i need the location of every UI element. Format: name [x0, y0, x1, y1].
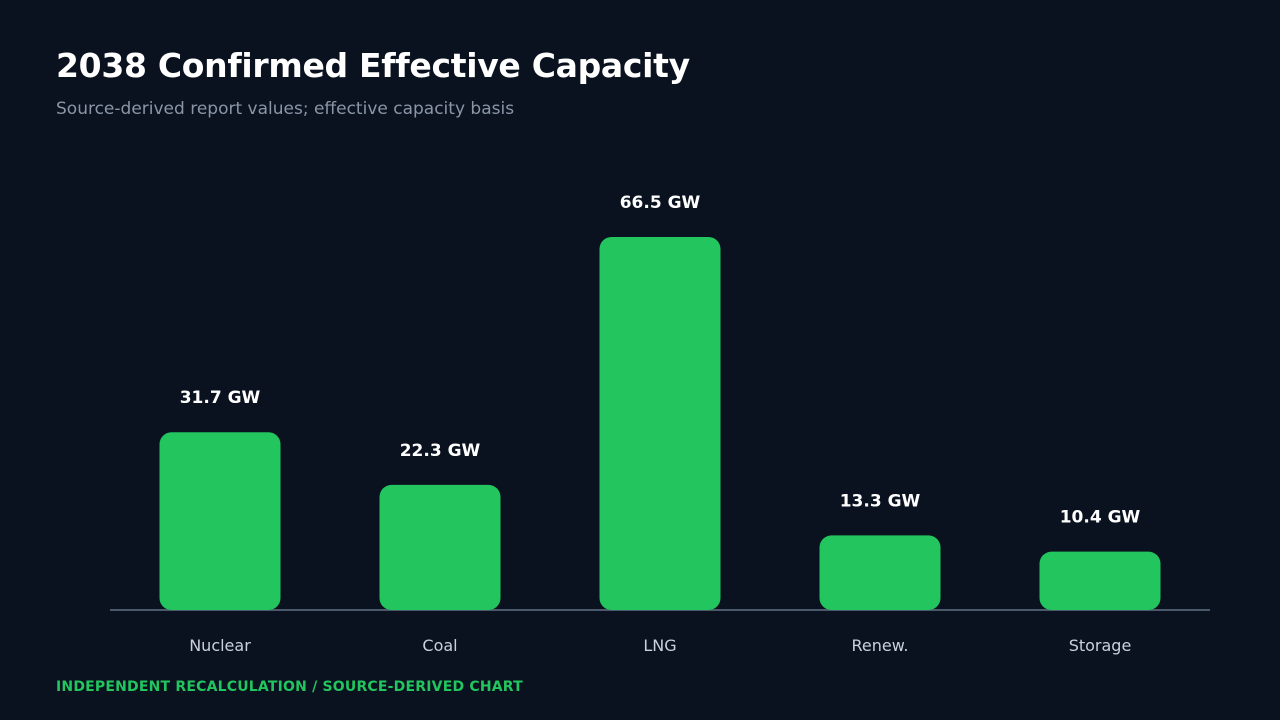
- value-label: 31.7 GW: [180, 388, 261, 408]
- category-label: Storage: [1069, 636, 1132, 655]
- bar-storage: [1039, 551, 1161, 610]
- category-labels-group: Nuclear Coal LNG Renew. Storage: [189, 636, 1131, 655]
- value-label: 10.4 GW: [1060, 508, 1141, 528]
- category-label: Coal: [422, 636, 457, 655]
- value-label: 13.3 GW: [840, 491, 921, 511]
- value-label: 22.3 GW: [400, 441, 481, 461]
- chart-subtitle: Source-derived report values; effective …: [56, 99, 515, 119]
- bar-renew: [819, 535, 941, 610]
- bars-group: [159, 237, 1161, 610]
- value-label: 66.5 GW: [620, 193, 701, 213]
- bar-nuclear: [159, 432, 281, 610]
- bar-lng: [599, 237, 721, 610]
- value-labels-group: 31.7 GW 22.3 GW 66.5 GW 13.3 GW 10.4 GW: [180, 193, 1141, 528]
- category-label: Nuclear: [189, 636, 251, 655]
- chart-title: 2038 Confirmed Effective Capacity: [56, 46, 690, 85]
- footer-note: INDEPENDENT RECALCULATION / SOURCE-DERIV…: [56, 679, 523, 695]
- bar-coal: [379, 484, 501, 610]
- category-label: LNG: [643, 636, 676, 655]
- category-label: Renew.: [852, 636, 909, 655]
